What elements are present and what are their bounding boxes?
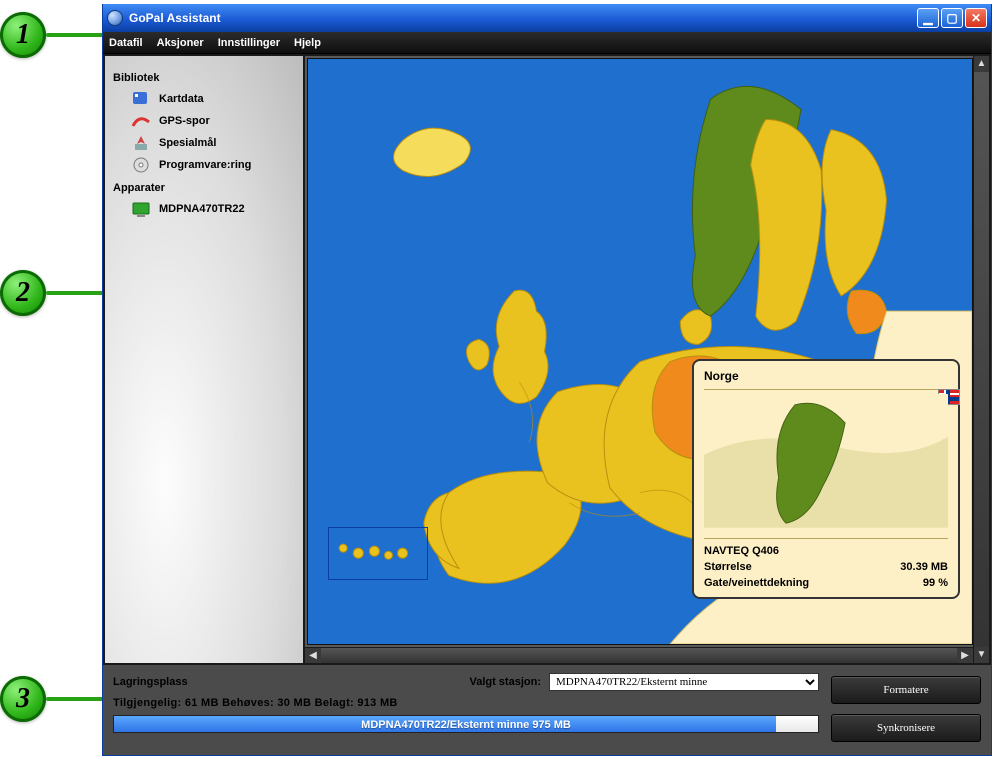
disc-icon bbox=[131, 156, 151, 174]
sidebar-item-label: Kartdata bbox=[159, 93, 204, 105]
map-canvas[interactable]: Norge NAVTEQ Q406 bbox=[307, 58, 973, 645]
maximize-button[interactable]: ▢ bbox=[941, 8, 963, 28]
sync-button[interactable]: Synkronisere bbox=[831, 714, 981, 742]
menu-datafil[interactable]: Datafil bbox=[109, 37, 143, 49]
sidebar-group-devices: Apparater bbox=[113, 182, 295, 194]
sidebar-item-label: GPS-spor bbox=[159, 115, 210, 127]
app-icon bbox=[107, 10, 123, 26]
storage-title: Lagringsplass bbox=[113, 676, 188, 688]
sidebar-item-spesialmal[interactable]: Spesialmål bbox=[113, 132, 295, 154]
station-select[interactable]: MDPNA470TR22/Eksternt minne bbox=[549, 673, 819, 691]
info-coverage-row: Gate/veinettdekning 99 % bbox=[704, 575, 948, 591]
map-scrollbar-vertical[interactable]: ▲ ▼ bbox=[973, 56, 989, 663]
callout-3: 3 bbox=[0, 676, 46, 722]
station-label: Valgt stasjon: bbox=[469, 676, 541, 688]
sd-card-icon bbox=[131, 90, 151, 108]
scroll-up-icon[interactable]: ▲ bbox=[974, 56, 989, 72]
format-button[interactable]: Formatere bbox=[831, 676, 981, 704]
sidebar-item-programvare[interactable]: Programvare:ring bbox=[113, 154, 295, 176]
canary-islands-box bbox=[328, 527, 428, 580]
window-title: GoPal Assistant bbox=[129, 11, 917, 25]
callout-1: 1 bbox=[0, 12, 46, 58]
device-icon bbox=[131, 200, 151, 218]
sidebar-item-label: MDPNA470TR22 bbox=[159, 203, 245, 215]
storage-progress: MDPNA470TR22/Eksternt minne 975 MB bbox=[113, 715, 819, 733]
storage-stats: Tilgjengelig: 61 MB Behøves: 30 MB Belag… bbox=[113, 697, 819, 709]
info-size-row: Størrelse 30.39 MB bbox=[704, 559, 948, 575]
map-pane: Norge NAVTEQ Q406 bbox=[305, 56, 989, 663]
scroll-left-icon[interactable]: ◀ bbox=[305, 648, 321, 663]
sidebar-item-kartdata[interactable]: Kartdata bbox=[113, 88, 295, 110]
storage-panel: Lagringsplass Valgt stasjon: MDPNA470TR2… bbox=[103, 663, 991, 755]
info-mini-map bbox=[704, 394, 948, 534]
poi-icon bbox=[131, 134, 151, 152]
info-provider: NAVTEQ Q406 bbox=[704, 543, 948, 559]
menu-aksjoner[interactable]: Aksjoner bbox=[157, 37, 204, 49]
sidebar-item-device[interactable]: MDPNA470TR22 bbox=[113, 198, 295, 220]
scroll-down-icon[interactable]: ▼ bbox=[974, 647, 989, 663]
sidebar-item-gpsspor[interactable]: GPS-spor bbox=[113, 110, 295, 132]
storage-progress-text: MDPNA470TR22/Eksternt minne 975 MB bbox=[114, 716, 818, 732]
menu-bar: Datafil Aksjoner Innstillinger Hjelp bbox=[103, 32, 991, 54]
map-scrollbar-horizontal[interactable]: ◀ ▶ bbox=[305, 647, 973, 663]
menu-hjelp[interactable]: Hjelp bbox=[294, 37, 321, 49]
sidebar: Bibliotek Kartdata GPS-spor Spesialmål bbox=[105, 56, 305, 663]
gps-track-icon bbox=[131, 112, 151, 130]
titlebar[interactable]: GoPal Assistant ▁ ▢ ✕ bbox=[103, 4, 991, 32]
info-country-name: Norge bbox=[704, 369, 948, 383]
client-area: Bibliotek Kartdata GPS-spor Spesialmål bbox=[103, 54, 991, 663]
minimize-button[interactable]: ▁ bbox=[917, 8, 939, 28]
scroll-right-icon[interactable]: ▶ bbox=[957, 648, 973, 663]
close-button[interactable]: ✕ bbox=[965, 8, 987, 28]
sidebar-item-label: Programvare:ring bbox=[159, 159, 251, 171]
app-window: GoPal Assistant ▁ ▢ ✕ Datafil Aksjoner I… bbox=[102, 4, 992, 756]
callout-2: 2 bbox=[0, 270, 46, 316]
country-info-panel: Norge NAVTEQ Q406 bbox=[692, 359, 960, 599]
sidebar-group-library: Bibliotek bbox=[113, 72, 295, 84]
menu-innstillinger[interactable]: Innstillinger bbox=[218, 37, 280, 49]
sidebar-item-label: Spesialmål bbox=[159, 137, 216, 149]
